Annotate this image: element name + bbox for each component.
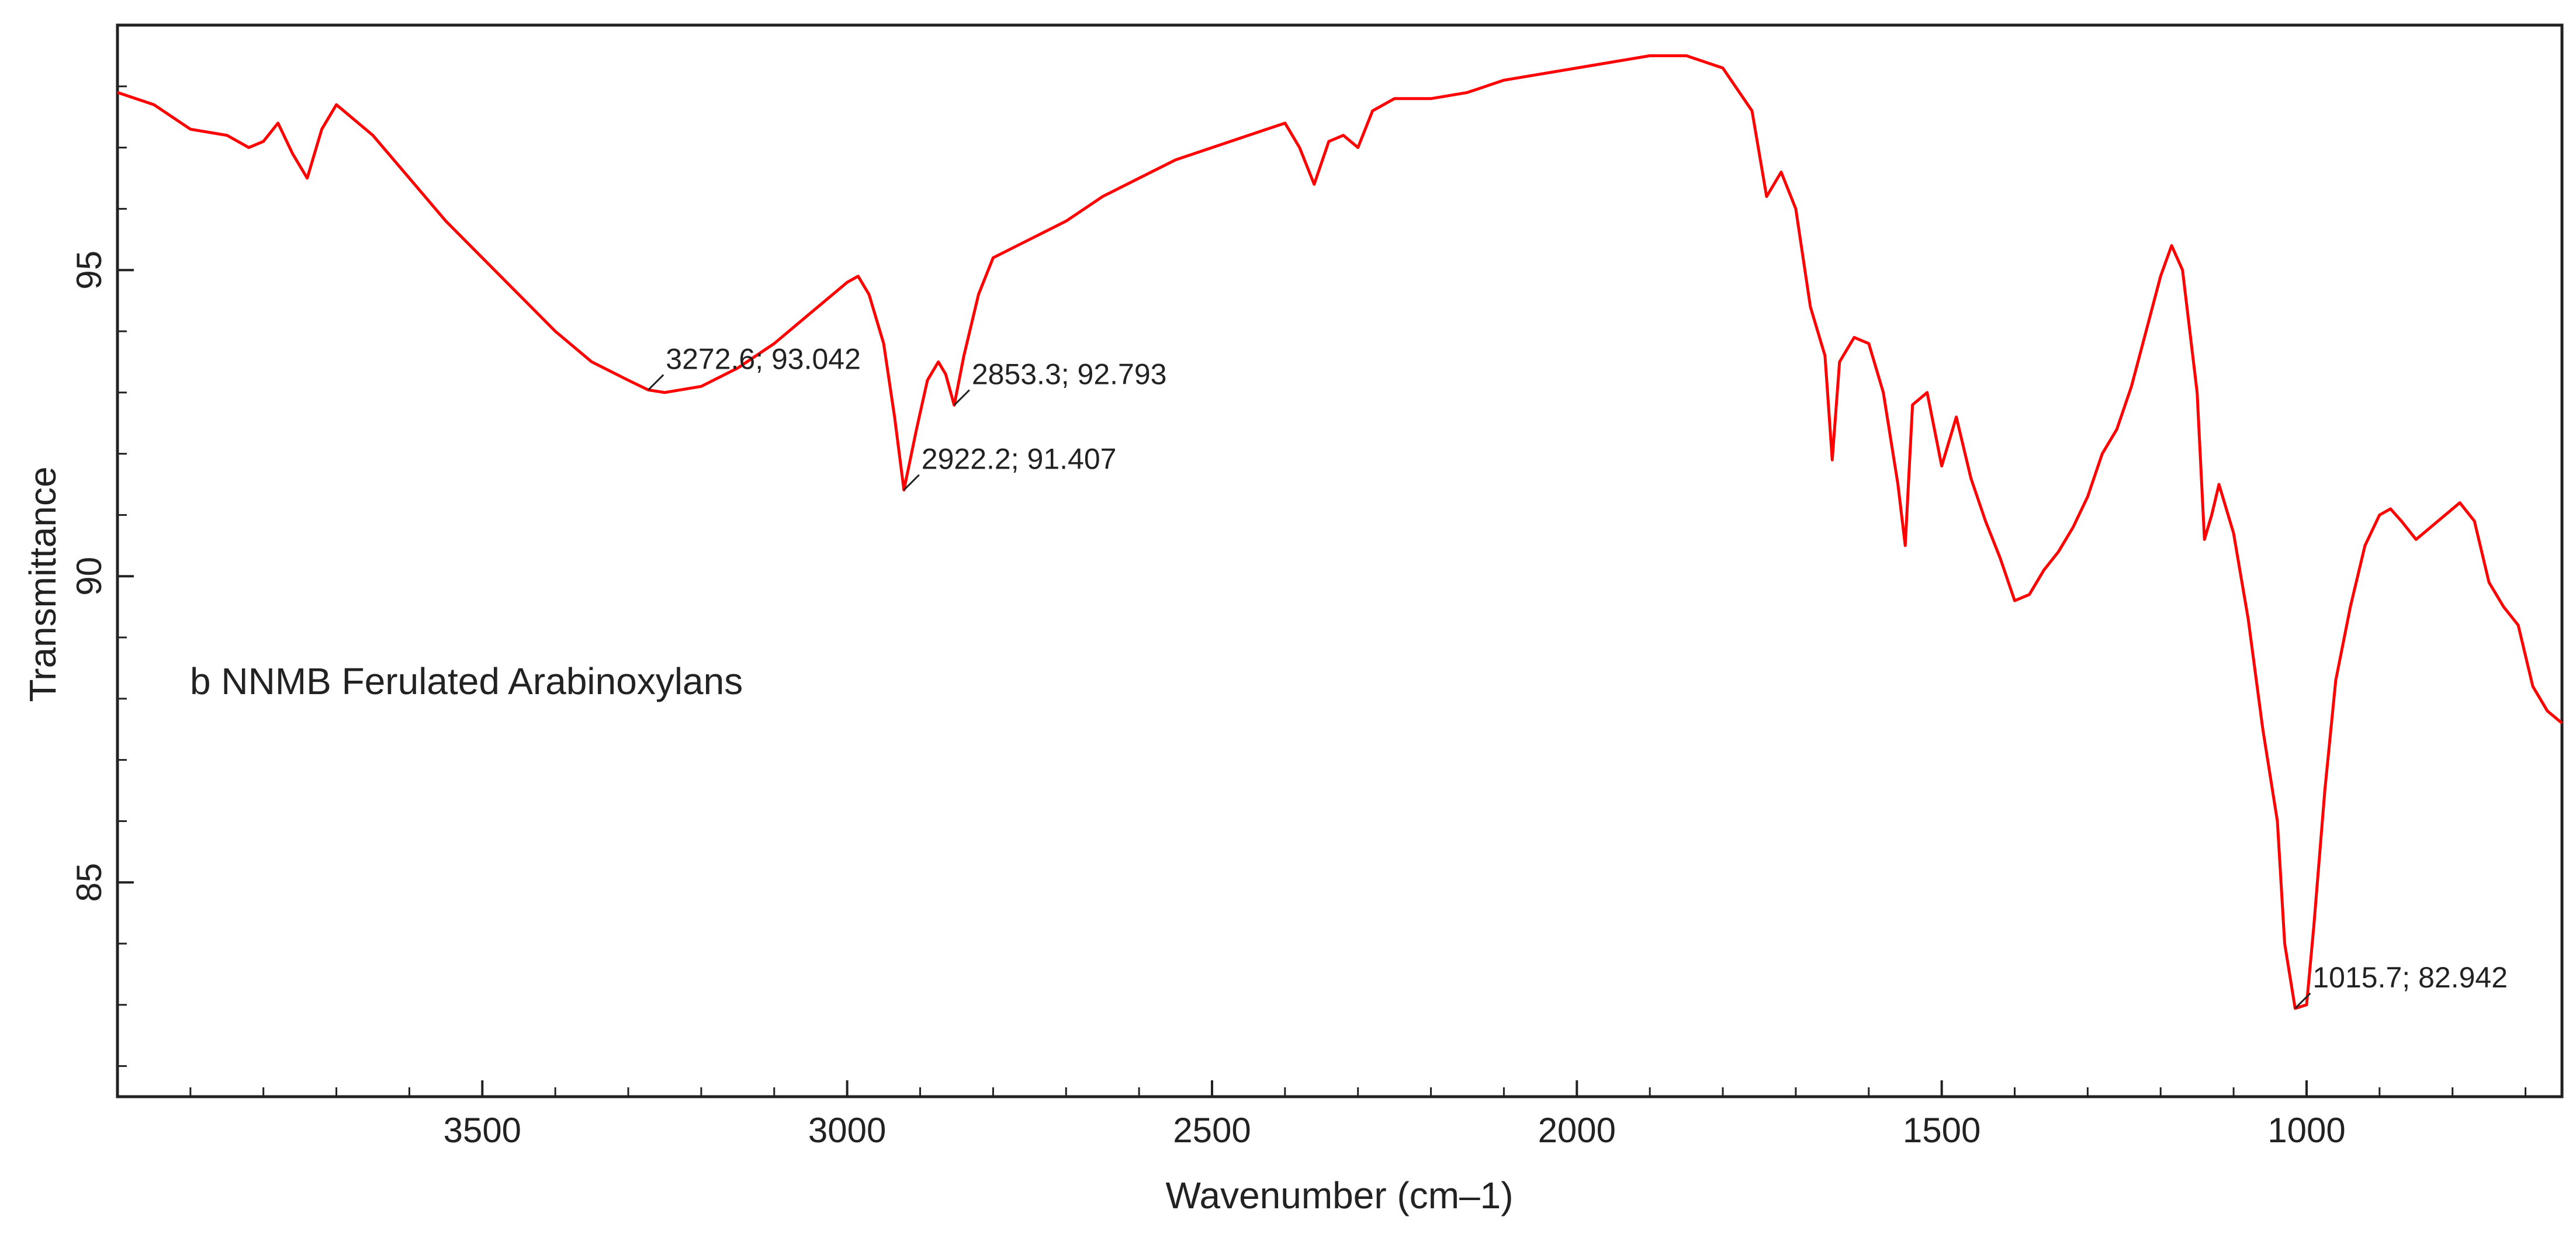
x-tick-label: 3500 [444,1111,521,1150]
spectrum-line [117,54,2563,1010]
x-tick-label: 2000 [1538,1111,1616,1150]
y-axis-ticks: 85 90 95 [70,85,134,1067]
y-axis-title: Transmittance [22,466,64,702]
annotation-leader [953,389,970,406]
annotation-label: 2922.2; 91.407 [922,443,1117,476]
annotation-leader [903,474,920,491]
x-tick-label: 3000 [808,1111,886,1150]
y-tick-label: 85 [70,863,109,902]
annotation-label: 3272.6; 93.042 [666,342,861,375]
peak-annotations: 3272.6; 93.042 2922.2; 91.407 2853.3; 92.7… [648,342,2508,1009]
annotation-label: 2853.3; 92.793 [972,358,1167,390]
plot-frame [116,23,2564,1098]
annotation-label: 1015.7; 82.942 [2312,961,2508,994]
annotation-leader [2294,992,2311,1009]
x-axis-ticks: 3500 3000 2500 2000 1500 1000 [189,1080,2527,1150]
x-tick-label: 2500 [1173,1111,1251,1150]
y-tick-label: 90 [70,557,109,596]
x-axis-title: Wavenumber (cm–1) [1165,1174,1513,1216]
x-tick-label: 1500 [1903,1111,1981,1150]
sample-label: b NNMB Ferulated Arabinoxylans [190,660,743,702]
x-tick-label: 1000 [2267,1111,2345,1150]
y-tick-label: 95 [70,251,109,290]
annotation-leader [648,374,664,391]
